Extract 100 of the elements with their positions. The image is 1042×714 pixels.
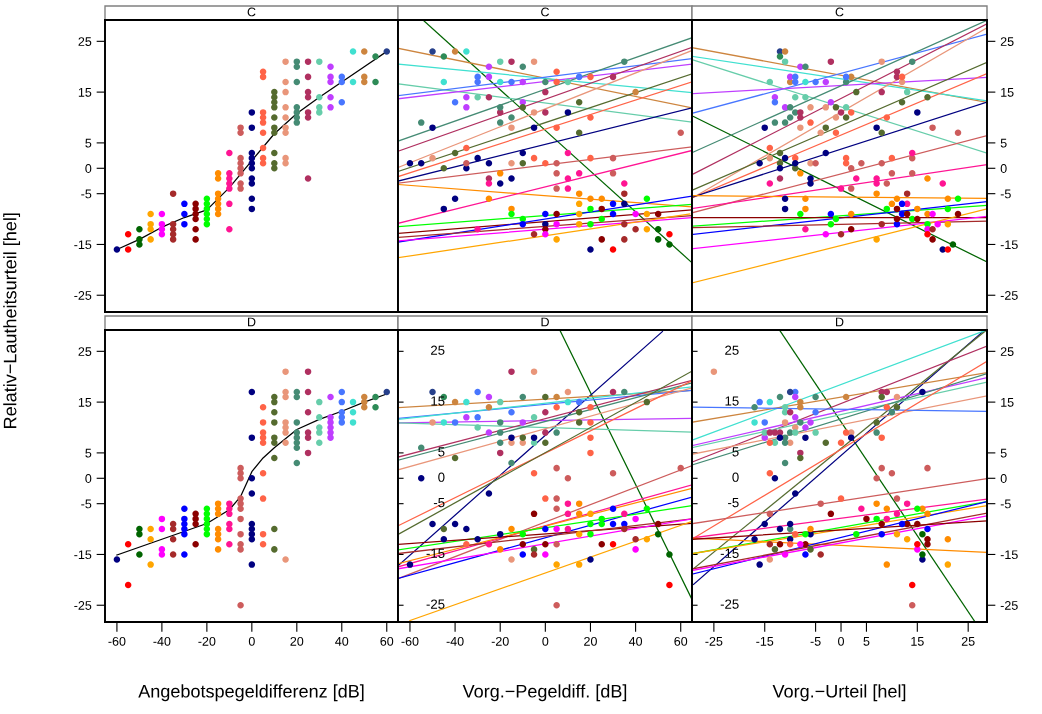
point (293, 393, 301, 401)
point (372, 53, 379, 60)
point (564, 185, 572, 192)
point (542, 159, 549, 167)
point (919, 530, 926, 538)
point (853, 175, 860, 182)
point (113, 246, 121, 253)
point (530, 551, 538, 558)
point (429, 124, 436, 131)
point (621, 236, 628, 243)
point (817, 500, 824, 507)
point (248, 180, 256, 187)
point (259, 541, 267, 548)
x-tick-label: -5 (810, 637, 821, 646)
point (519, 393, 527, 401)
point (893, 205, 901, 213)
point (888, 170, 896, 177)
point (259, 73, 267, 81)
point (553, 403, 560, 411)
point (192, 200, 199, 208)
point (259, 129, 267, 136)
point (508, 78, 515, 86)
point (304, 449, 312, 457)
point (756, 159, 763, 167)
point (776, 541, 784, 548)
point (530, 368, 538, 375)
point (587, 419, 594, 426)
y-tick-label: -15 (74, 240, 92, 250)
point (293, 419, 301, 426)
point (898, 200, 906, 208)
point (776, 53, 784, 60)
point (496, 546, 504, 553)
point (903, 190, 911, 197)
x-tick-label: 0 (248, 636, 255, 646)
point (147, 236, 154, 243)
point (553, 236, 560, 243)
point (259, 439, 267, 446)
point (485, 93, 493, 101)
point (883, 515, 891, 523)
point (781, 439, 789, 446)
point (327, 393, 334, 401)
point (440, 525, 448, 533)
point (237, 601, 244, 609)
point (766, 541, 774, 548)
point (542, 429, 549, 436)
point (508, 124, 515, 131)
point (632, 88, 639, 96)
y-tick-label: -5 (728, 498, 739, 508)
point (553, 170, 560, 177)
point (944, 246, 952, 253)
point (564, 510, 572, 518)
point (496, 104, 504, 111)
point (237, 129, 244, 136)
point (587, 403, 594, 411)
point (847, 165, 855, 172)
point (192, 520, 199, 528)
point (417, 159, 425, 167)
point (349, 398, 357, 406)
point (485, 195, 493, 203)
point (924, 231, 931, 238)
point (440, 419, 448, 426)
point (944, 220, 952, 228)
point (226, 149, 233, 157)
point (883, 403, 891, 411)
point (451, 520, 459, 528)
point (812, 409, 819, 416)
point (406, 159, 414, 167)
point (553, 464, 560, 472)
point (259, 119, 267, 126)
point (169, 525, 177, 533)
point (474, 78, 481, 86)
point (898, 73, 906, 81)
point (147, 525, 154, 533)
point (124, 231, 132, 238)
point (361, 78, 368, 86)
point (919, 388, 926, 396)
point (802, 551, 809, 558)
x-tick-label: -40 (153, 636, 171, 646)
point (282, 439, 289, 446)
point (553, 601, 560, 609)
point (575, 500, 583, 507)
point (587, 510, 594, 518)
point (474, 388, 481, 396)
point (282, 159, 289, 167)
point (271, 419, 278, 426)
point (553, 495, 560, 502)
point (451, 419, 459, 426)
point (797, 541, 804, 548)
point (553, 159, 560, 167)
point (530, 510, 538, 518)
x-tick-label: -15 (756, 637, 774, 646)
point (237, 530, 244, 538)
point (842, 73, 850, 81)
point (643, 225, 651, 233)
y-tick-label: 0 (85, 474, 92, 483)
point (553, 429, 560, 436)
point (248, 535, 256, 543)
point (282, 368, 289, 375)
point (271, 149, 278, 157)
point (873, 429, 880, 436)
